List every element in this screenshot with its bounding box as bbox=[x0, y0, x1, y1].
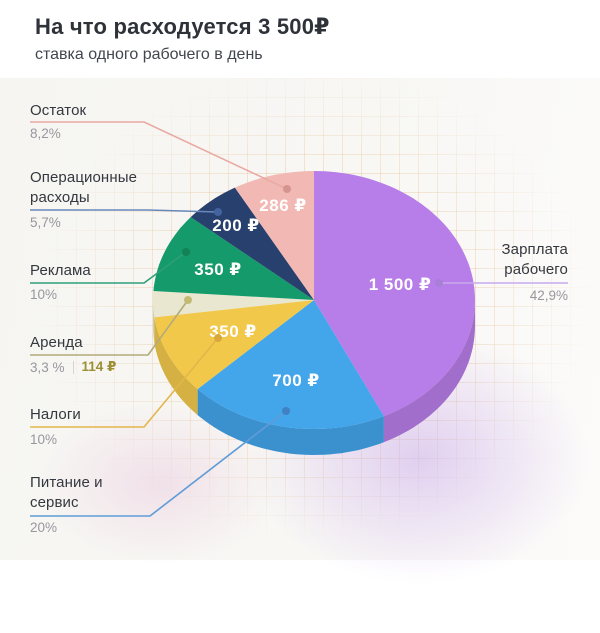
legend-percent-arenda: 3,3 % 114 ₽ bbox=[30, 359, 116, 375]
legend-label-pitanie: Питание и сервис bbox=[30, 474, 103, 511]
leader-line-arenda bbox=[30, 299, 189, 356]
percent-value: 5,7% bbox=[30, 215, 61, 230]
pie-chart: 1 500 ₽700 ₽350 ₽350 ₽200 ₽286 ₽ bbox=[30, 121, 568, 517]
legend-item-pitanie: Питание и сервис 20% bbox=[30, 473, 114, 535]
legend-item-oper: Операционные расходы 5,7% bbox=[30, 168, 152, 230]
pie-slice-wall-nalogi bbox=[154, 317, 198, 416]
legend-percent-reklama: 10% bbox=[30, 287, 57, 302]
percent-value: 20% bbox=[30, 520, 58, 535]
percent-value: 42,9% bbox=[529, 288, 568, 303]
legend-label-arenda: Аренда bbox=[30, 334, 83, 351]
pie-value-label-reklama: 350 ₽ bbox=[194, 260, 241, 279]
value-divider bbox=[72, 360, 74, 374]
pie-value-label-oper: 200 ₽ bbox=[212, 216, 259, 235]
pie-slice-reklama bbox=[153, 217, 314, 300]
legend-item-arenda: Аренда 3,3 % 114 ₽ bbox=[30, 333, 160, 375]
legend-item-zarplata: Зарплата рабочего 42,9% bbox=[458, 240, 568, 303]
pie-slice-wall-arenda bbox=[153, 300, 155, 344]
pie-value-label-pitanie: 700 ₽ bbox=[272, 371, 319, 390]
leader-dot-pitanie bbox=[282, 407, 290, 415]
legend-percent-oper: 5,7% bbox=[30, 215, 61, 230]
leader-dot-oper bbox=[214, 208, 222, 216]
legend-percent-ostatok: 8,2% bbox=[30, 126, 61, 141]
pie-slice-zarplata bbox=[314, 171, 475, 417]
legend-item-ostatok: Остаток 8,2% bbox=[30, 101, 160, 141]
pie-slice-wall-zarplata bbox=[383, 300, 475, 443]
legend-percent-nalogi: 10% bbox=[30, 432, 57, 447]
ruble-value: 114 ₽ bbox=[81, 359, 117, 374]
legend-label-nalogi: Налоги bbox=[30, 406, 81, 423]
leader-line-oper bbox=[30, 209, 219, 213]
legend-label-reklama: Реклама bbox=[30, 262, 91, 279]
leader-line-reklama bbox=[30, 251, 187, 284]
pie-slice-arenda bbox=[153, 291, 314, 318]
chart-subtitle: ставка одного рабочего в день bbox=[35, 46, 263, 63]
pie-slice-wall-pitanie bbox=[197, 389, 384, 455]
legend-item-reklama: Реклама 10% bbox=[30, 261, 160, 302]
pie-slice-oper bbox=[190, 187, 314, 300]
percent-value: 3,3 % bbox=[30, 359, 65, 375]
legend-item-nalogi: Налоги 10% bbox=[30, 405, 160, 447]
percent-value: 10% bbox=[30, 432, 58, 447]
leader-dot-zarplata bbox=[435, 279, 443, 287]
leader-dot-arenda bbox=[184, 296, 192, 304]
leader-line-ostatok bbox=[30, 121, 288, 190]
legend-percent-zarplata: 42,9% bbox=[530, 288, 568, 303]
chart-header: На что расходуется 3 500₽ ставка одного … bbox=[0, 0, 600, 78]
legend-label-oper: Операционные расходы bbox=[30, 169, 138, 206]
leader-dot-nalogi bbox=[214, 334, 222, 342]
leader-line-pitanie bbox=[30, 410, 287, 517]
pie-slice-pitanie bbox=[197, 300, 384, 429]
leader-dot-ostatok bbox=[283, 185, 291, 193]
percent-value: 8,2% bbox=[30, 126, 61, 141]
legend-label-zarplata: Зарплата рабочего bbox=[501, 241, 568, 278]
percent-value: 10% bbox=[30, 287, 58, 302]
leader-dot-reklama bbox=[182, 248, 190, 256]
chart-title: На что расходуется 3 500₽ bbox=[35, 14, 330, 39]
pie-slice-ostatok bbox=[234, 171, 314, 300]
pie-value-label-ostatok: 286 ₽ bbox=[259, 196, 306, 215]
legend-percent-pitanie: 20% bbox=[30, 520, 57, 535]
pie-value-label-zarplata: 1 500 ₽ bbox=[369, 275, 432, 294]
legend-label-ostatok: Остаток bbox=[30, 102, 87, 119]
leader-line-nalogi bbox=[30, 337, 219, 428]
